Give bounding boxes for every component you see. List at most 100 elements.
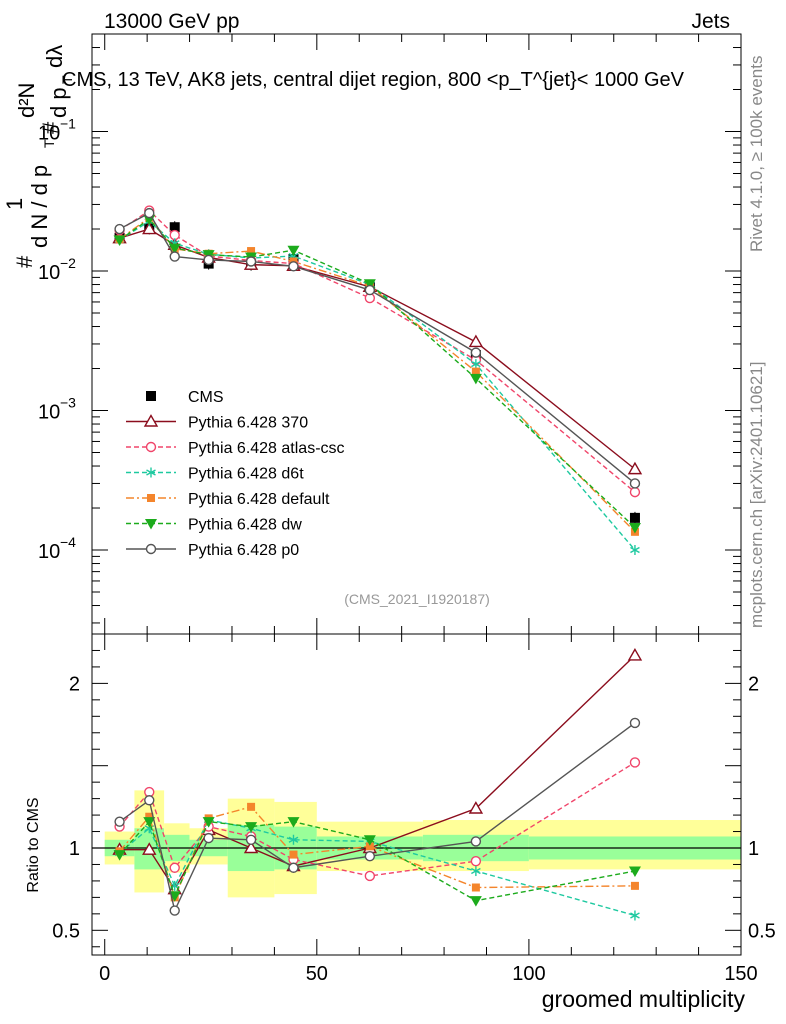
ratio-line-dw (119, 820, 636, 902)
plot-title: CMS, 13 TeV, AK8 jets, central dijet reg… (62, 69, 685, 91)
legend-item-370: Pythia 6.428 370 (126, 414, 308, 432)
ratio-y-tick-label-right: 2 (748, 673, 759, 695)
point-370 (468, 334, 484, 348)
ratio-point-p0 (470, 836, 482, 847)
legend-item-dw: Pythia 6.428 dw (126, 517, 302, 534)
ratio-uncertainty-bands (92, 790, 741, 898)
main-y-tick-label: 10 (38, 541, 60, 563)
main-y-tick-label: 10 (38, 123, 60, 145)
point-p0 (203, 254, 214, 266)
ylabel-T-1: T (41, 139, 57, 148)
ratio-point-p0 (114, 816, 125, 827)
ratio-y-tick-label-right: 1 (748, 838, 759, 860)
legend-label: Pythia 6.428 atlas-csc (188, 440, 345, 457)
legend-marker-p0 (145, 543, 157, 555)
ratio-point-dw (168, 891, 181, 902)
legend-item-d6t: Pythia 6.428 d6t (126, 466, 304, 483)
series-dw (113, 214, 641, 534)
header-process: Jets (691, 10, 730, 33)
ratio-point-p0 (288, 862, 299, 873)
mcplots-label: mcplots.cern.ch [arXiv:2401.10621] (747, 362, 766, 628)
point-CMS (629, 512, 640, 523)
ratio-series-dw (113, 817, 641, 907)
main-y-tick-label: 10 (38, 262, 60, 284)
legend-marker-CMS (146, 391, 156, 401)
point-p0 (144, 207, 155, 219)
legend-marker-default (147, 494, 155, 502)
ratio-point-p0 (245, 834, 257, 845)
point-dw (113, 235, 126, 246)
x-axis-label: groomed multiplicity (542, 986, 746, 1012)
ratio-point-dw (202, 817, 215, 828)
ratio-point-dw (469, 896, 482, 907)
ratio-point-dw (628, 866, 641, 878)
legend-label: CMS (188, 389, 224, 406)
legend-item-default: Pythia 6.428 default (126, 491, 330, 508)
series-line-default (119, 216, 636, 533)
legend-marker-d6t (146, 467, 156, 478)
ratio-point-dw (287, 817, 300, 828)
ratio-point-dw (143, 817, 156, 828)
main-y-tick-exp: −2 (60, 255, 76, 271)
main-y-label: # d N / d p 1 T # d²N d p T dλ (2, 45, 75, 268)
point-p0 (288, 261, 299, 272)
point-default (247, 247, 256, 256)
point-d6t (471, 359, 481, 370)
ratio-point-atlas (364, 870, 376, 882)
point-dw (168, 243, 181, 255)
ratio-point-p0 (364, 851, 376, 862)
legend-marker-370 (143, 414, 159, 427)
ratio-y-tick-label: 0.5 (52, 920, 80, 942)
ratio-line-atlas (119, 761, 636, 877)
point-p0 (245, 256, 257, 267)
point-p0 (169, 251, 180, 262)
ratio-point-default (247, 802, 256, 811)
ratio-point-dw (113, 850, 126, 861)
ratio-point-d6t (471, 866, 481, 877)
rivet-version-label: Rivet 4.1.0, ≥ 100k events (747, 56, 766, 252)
point-p0 (114, 223, 125, 235)
ratio-point-p0 (169, 905, 180, 916)
analysis-id: (CMS_2021_I1920187) (344, 591, 490, 607)
ylabel-dp: d p (46, 87, 71, 118)
legend-item-CMS: CMS (146, 389, 224, 406)
point-dw (363, 279, 376, 290)
ratio-series-p0 (114, 717, 641, 916)
legend: CMS Pythia 6.428 370 Pythia 6.428 atlas-cs… (126, 389, 345, 559)
legend-marker-dw (145, 519, 157, 530)
ylabel-hash-2: # (38, 121, 63, 134)
series-370 (112, 221, 643, 475)
ratio-point-default (471, 883, 480, 892)
point-d6t (630, 545, 640, 556)
main-y-tick-label: 10 (38, 402, 60, 424)
main-plot (112, 205, 643, 556)
ratio-point-atlas (470, 855, 482, 867)
x-tick-label: 100 (512, 963, 545, 985)
ratio-plot (112, 647, 643, 921)
ratio-point-370 (243, 840, 259, 854)
ratio-point-p0 (144, 795, 155, 806)
ratio-point-dw (363, 835, 376, 846)
ratio-frame (91, 633, 742, 956)
point-dw (628, 523, 641, 534)
point-CMS (169, 222, 180, 233)
ratio-point-370 (468, 801, 484, 814)
ratio-point-d6t (288, 834, 299, 845)
main-y-tick-exp: −1 (60, 116, 76, 132)
ratio-line-p0 (119, 722, 636, 913)
point-p0 (364, 284, 376, 296)
x-tick-label: 50 (306, 963, 328, 985)
series-p0 (114, 207, 641, 489)
legend-label: Pythia 6.428 370 (188, 415, 308, 432)
ratio-point-370 (627, 647, 643, 661)
legend-label: Pythia 6.428 d6t (188, 466, 304, 483)
ylabel-fraction-num: 1 (2, 198, 27, 210)
series-default (115, 213, 639, 536)
point-370 (627, 461, 643, 475)
ratio-point-p0 (203, 832, 214, 844)
point-dw (287, 245, 300, 257)
ylabel-T-2: T (59, 75, 75, 84)
ratio-y-tick-label-right: 0.5 (748, 920, 776, 942)
